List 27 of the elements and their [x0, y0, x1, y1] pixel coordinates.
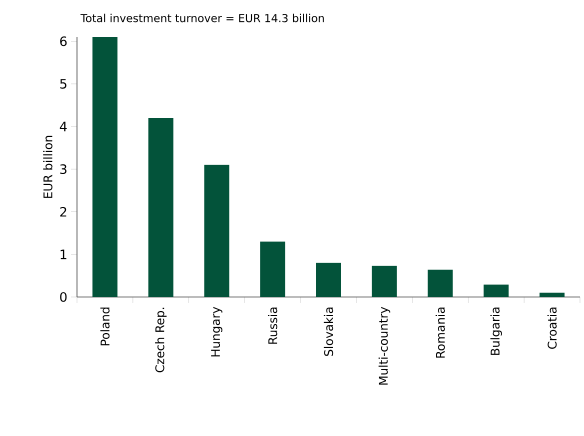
x-tick-label: Multi-country — [378, 306, 390, 385]
y-tick-label: 3 — [60, 164, 66, 174]
chart-title: Total investment turnover = EUR 14.3 billion — [80, 14, 324, 22]
bar — [260, 242, 286, 297]
x-tick-label: Czech Rep. — [155, 308, 167, 372]
bar — [540, 292, 565, 297]
x-tick-label: Romania — [436, 308, 445, 358]
y-tick-label: 4 — [60, 122, 67, 132]
bar — [148, 118, 174, 297]
bar — [372, 266, 397, 297]
y-tick-label: 1 — [60, 250, 66, 260]
x-tick-label: Russia — [268, 308, 278, 344]
x-tick-label: Bulgaria — [490, 308, 502, 355]
x-tick-label: Slovakia — [324, 308, 334, 356]
y-tick-label: 6 — [60, 36, 67, 46]
y-tick-label: 5 — [60, 79, 66, 89]
x-tick-label: Poland — [100, 308, 110, 346]
bar — [204, 164, 230, 297]
bar — [92, 36, 118, 297]
bar — [428, 270, 453, 297]
y-tick-label: 0 — [60, 292, 67, 302]
y-axis-title: EUR billion — [43, 136, 52, 198]
x-tick-label: Croatia — [547, 308, 557, 349]
y-tick-label: 2 — [60, 206, 66, 217]
bar — [484, 284, 509, 297]
bar — [316, 262, 341, 297]
x-tick-label: Hungary — [211, 306, 222, 356]
